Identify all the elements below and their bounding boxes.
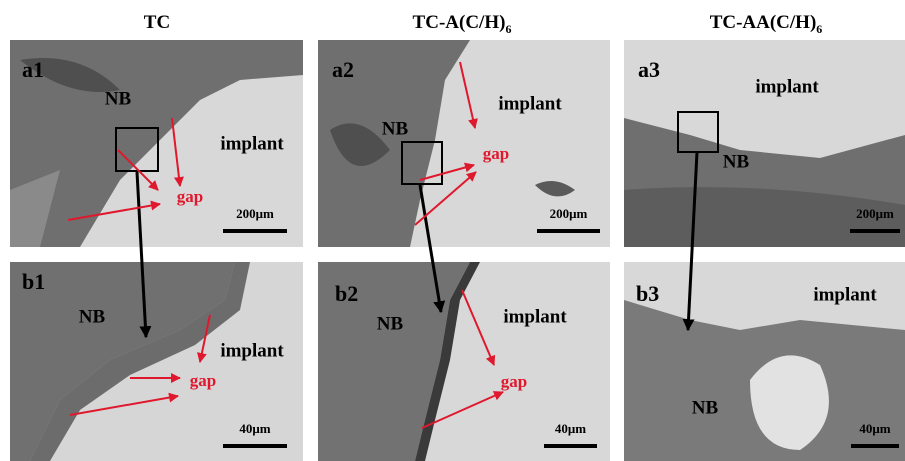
gap-label: gap (177, 187, 203, 206)
header-text: TC-AA(C/H) (710, 12, 817, 33)
region-label: NB (377, 313, 404, 334)
page: {"headers": [{"text": "TC"}, {"text": "T… (0, 0, 905, 461)
figure: TCTC-A(C/H)6TC-AA(C/H)6a1NBimplantgap200… (0, 0, 905, 461)
scale-bar-label: 40μm (859, 421, 890, 436)
header-subscript: 6 (505, 22, 511, 36)
header-subscript: 6 (816, 22, 822, 36)
region-label: NB (105, 88, 132, 109)
scale-bar-label: 200μm (550, 206, 588, 221)
column-header: TC (144, 12, 170, 33)
region-label: NB (692, 397, 719, 418)
panel-label: b2 (335, 281, 358, 306)
region-label: implant (220, 133, 284, 154)
panel-label: a1 (22, 57, 44, 82)
scale-bar-label: 200μm (856, 206, 894, 221)
column-header: TC-A(C/H)6 (413, 12, 512, 35)
scale-bar-label: 200μm (236, 206, 274, 221)
region-label: implant (498, 93, 562, 114)
header-text: TC (144, 12, 170, 33)
region-label: NB (723, 151, 750, 172)
region-label: implant (755, 76, 819, 97)
panel-label: a2 (332, 57, 354, 82)
gap-label: gap (483, 144, 509, 163)
region-label: implant (220, 340, 284, 361)
scale-bar-label: 40μm (555, 421, 586, 436)
column-header: TC-AA(C/H)6 (710, 12, 823, 35)
panel-label: b1 (22, 269, 45, 294)
region-label: implant (503, 306, 567, 327)
gap-label: gap (501, 372, 527, 391)
scale-bar-label: 40μm (239, 421, 270, 436)
header-text: TC-A(C/H) (413, 12, 506, 33)
gap-label: gap (190, 371, 216, 390)
panel-label: a3 (638, 57, 660, 82)
region-label: NB (382, 118, 409, 139)
region-label: implant (813, 284, 877, 305)
panel-label: b3 (636, 281, 659, 306)
region-label: NB (79, 306, 106, 327)
